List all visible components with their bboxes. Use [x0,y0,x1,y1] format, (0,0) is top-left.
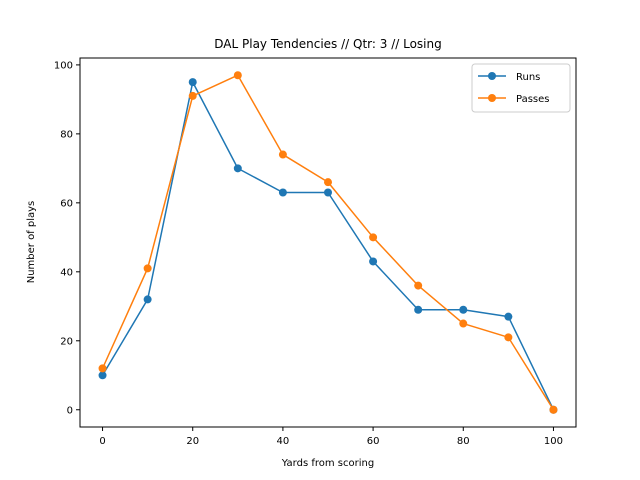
data-point-runs [414,305,423,314]
y-axis-ticks: 0 20 40 60 80 100 [54,60,80,416]
legend-marker-passes [488,94,496,102]
data-point-passes [504,333,513,342]
data-point-runs [143,295,152,304]
data-point-passes [459,319,468,328]
y-tick-label: 20 [60,336,73,347]
data-point-passes [143,264,152,273]
chart-title: DAL Play Tendencies // Qtr: 3 // Losing [214,37,441,51]
x-tick-label: 20 [186,436,199,447]
legend-label-passes: Passes [516,94,550,105]
y-tick-label: 100 [54,60,73,71]
data-point-passes [369,233,378,242]
legend-label-runs: Runs [516,72,540,83]
y-tick-label: 0 [67,405,73,416]
x-axis-label: Yards from scoring [281,458,374,469]
series-layer [98,71,558,414]
data-point-runs [324,188,332,197]
x-tick-label: 60 [367,436,380,447]
x-tick-label: 80 [457,436,470,447]
x-tick-label: 100 [544,436,563,447]
data-point-passes [278,150,287,159]
data-point-passes [98,364,107,373]
data-point-runs [98,371,107,380]
x-axis-ticks: 0 20 40 60 80 100 [99,427,563,447]
data-point-runs [459,305,468,314]
y-tick-label: 60 [60,198,73,209]
plot-frame [79,57,577,428]
data-point-runs [369,257,378,266]
data-point-passes [188,91,197,100]
y-axis-label: Number of plays [26,201,37,284]
legend-marker-runs [488,72,496,80]
data-point-runs [233,164,242,173]
data-point-passes [549,405,558,414]
data-point-passes [233,71,242,80]
data-point-passes [324,178,332,187]
legend: Runs Passes [471,63,571,113]
data-point-runs [188,78,197,87]
data-point-runs [278,188,287,197]
y-tick-label: 80 [60,129,73,140]
data-point-runs [504,312,513,321]
data-point-passes [414,281,423,290]
y-tick-label: 40 [60,267,73,278]
x-tick-label: 40 [277,436,290,447]
x-tick-label: 0 [99,436,105,447]
